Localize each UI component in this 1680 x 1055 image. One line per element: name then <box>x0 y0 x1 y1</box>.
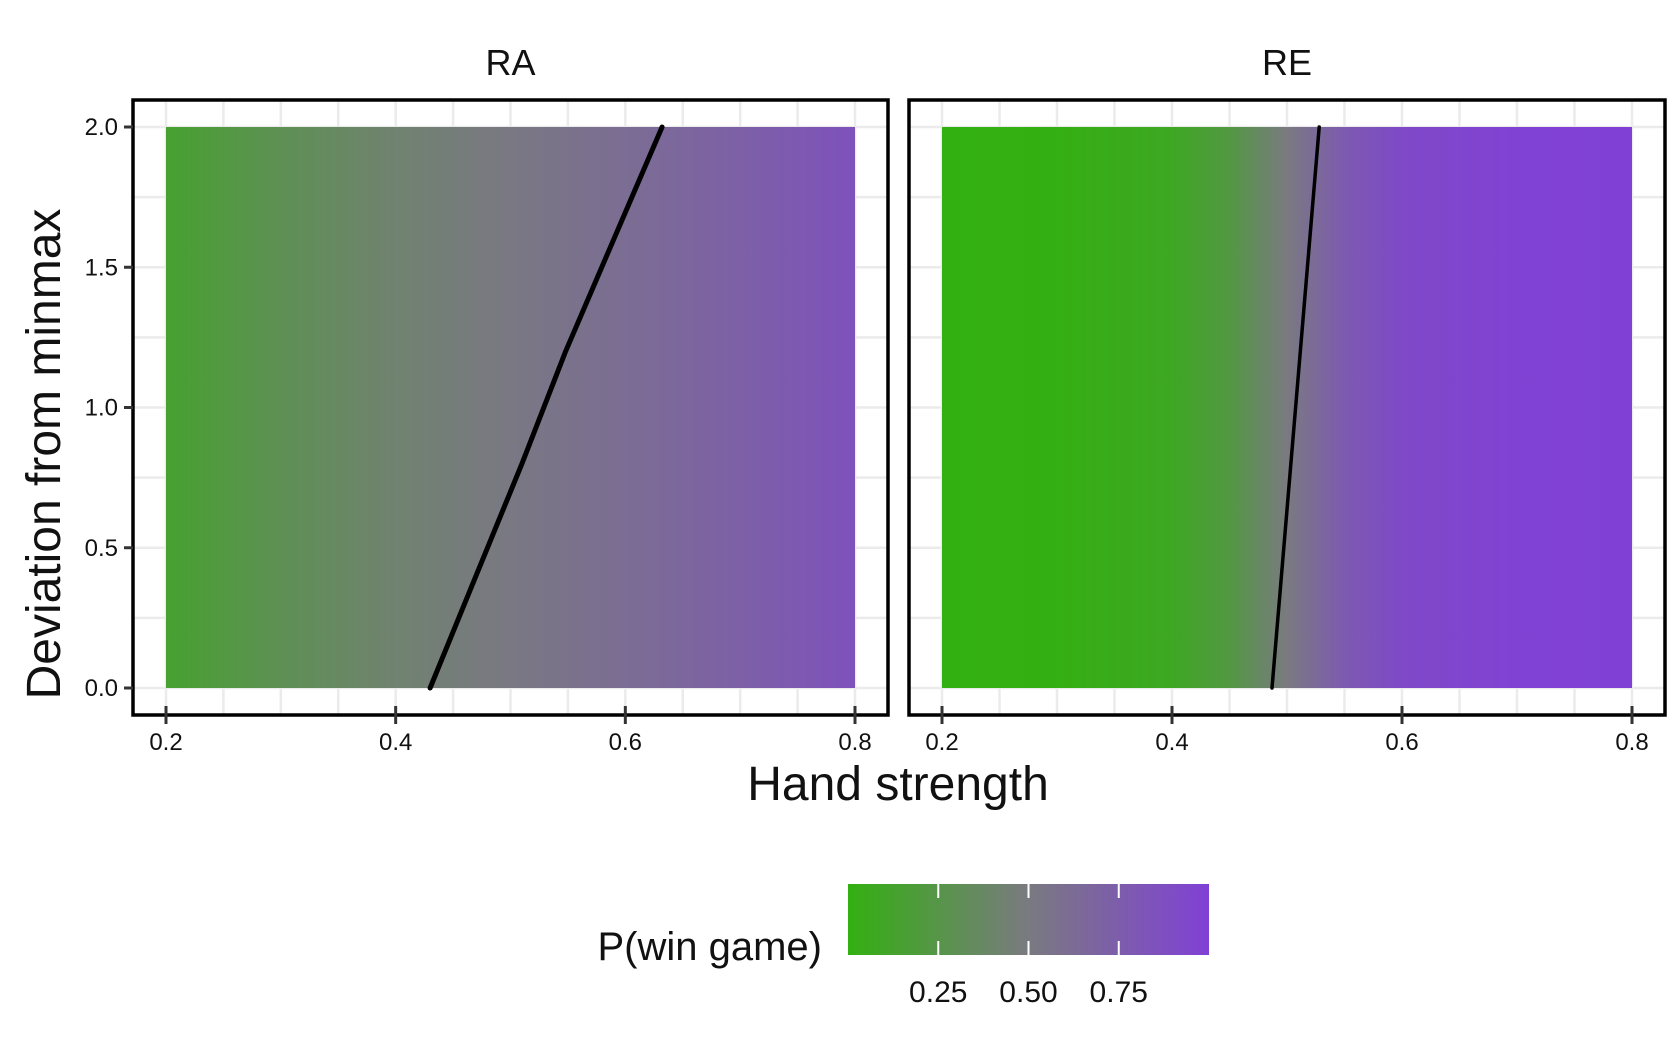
panel-frame <box>907 98 1667 717</box>
x-tick-label: 0.6 <box>1385 729 1418 756</box>
y-tick-label: 1.5 <box>85 254 118 281</box>
x-tick-label: 0.2 <box>925 729 958 756</box>
panel-ra: RA 0.2 0.4 0.6 0.8 0.0 0.5 1.0 1.5 2.0 <box>85 42 890 756</box>
y-tick-label: 1.0 <box>85 395 118 422</box>
y-tick-label: 2.0 <box>85 114 118 141</box>
x-tick-label: 0.4 <box>379 729 412 756</box>
colorbar-tick-label: 0.25 <box>909 976 967 1009</box>
x-tick-label: 0.4 <box>1155 729 1188 756</box>
colorbar-legend: P(win game) 0.25 0.50 0.75 <box>597 884 1209 1009</box>
y-axis-label: Deviation from minmax <box>18 209 71 700</box>
colorbar-tick-label: 0.50 <box>999 976 1057 1009</box>
y-tick-label: 0.0 <box>85 675 118 702</box>
heatmap-fill <box>942 127 1632 688</box>
x-tick-label: 0.2 <box>149 729 182 756</box>
x-tick-label: 0.6 <box>609 729 642 756</box>
panel-title: RE <box>1262 42 1312 83</box>
boundary-line <box>427 124 665 691</box>
colorbar-tick-label: 0.75 <box>1090 976 1148 1009</box>
y-tick-label: 0.5 <box>85 535 118 562</box>
x-axis-label: Hand strength <box>747 758 1049 811</box>
panel-title: RA <box>485 42 535 83</box>
colorbar-title: P(win game) <box>597 925 822 969</box>
x-tick-label: 0.8 <box>1615 729 1648 756</box>
panel-re: RE 0.2 0.4 0.6 0.8 <box>907 42 1667 756</box>
boundary-line <box>1270 125 1321 690</box>
x-tick-label: 0.8 <box>838 729 871 756</box>
heatmap-fill <box>166 127 855 688</box>
